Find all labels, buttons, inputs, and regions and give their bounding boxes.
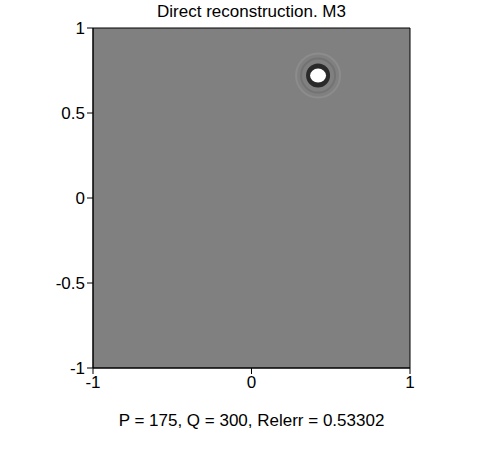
svg-text:-1: -1 (70, 359, 85, 378)
html-text:Direct reconstruction. M3: Direct reconstruction. M3 (157, 2, 346, 21)
svg-text:1: 1 (76, 19, 85, 38)
svg-text:P = 175, Q = 300, Relerr = 0.5: P = 175, Q = 300, Relerr = 0.53302 (119, 411, 385, 430)
svg-text:1: 1 (405, 373, 414, 392)
svg-text:-0.5: -0.5 (56, 274, 85, 293)
svg-text:-1: -1 (85, 373, 100, 392)
svg-text:0: 0 (76, 189, 85, 208)
svg-text:0.5: 0.5 (61, 104, 85, 123)
svg-text:0: 0 (247, 373, 256, 392)
